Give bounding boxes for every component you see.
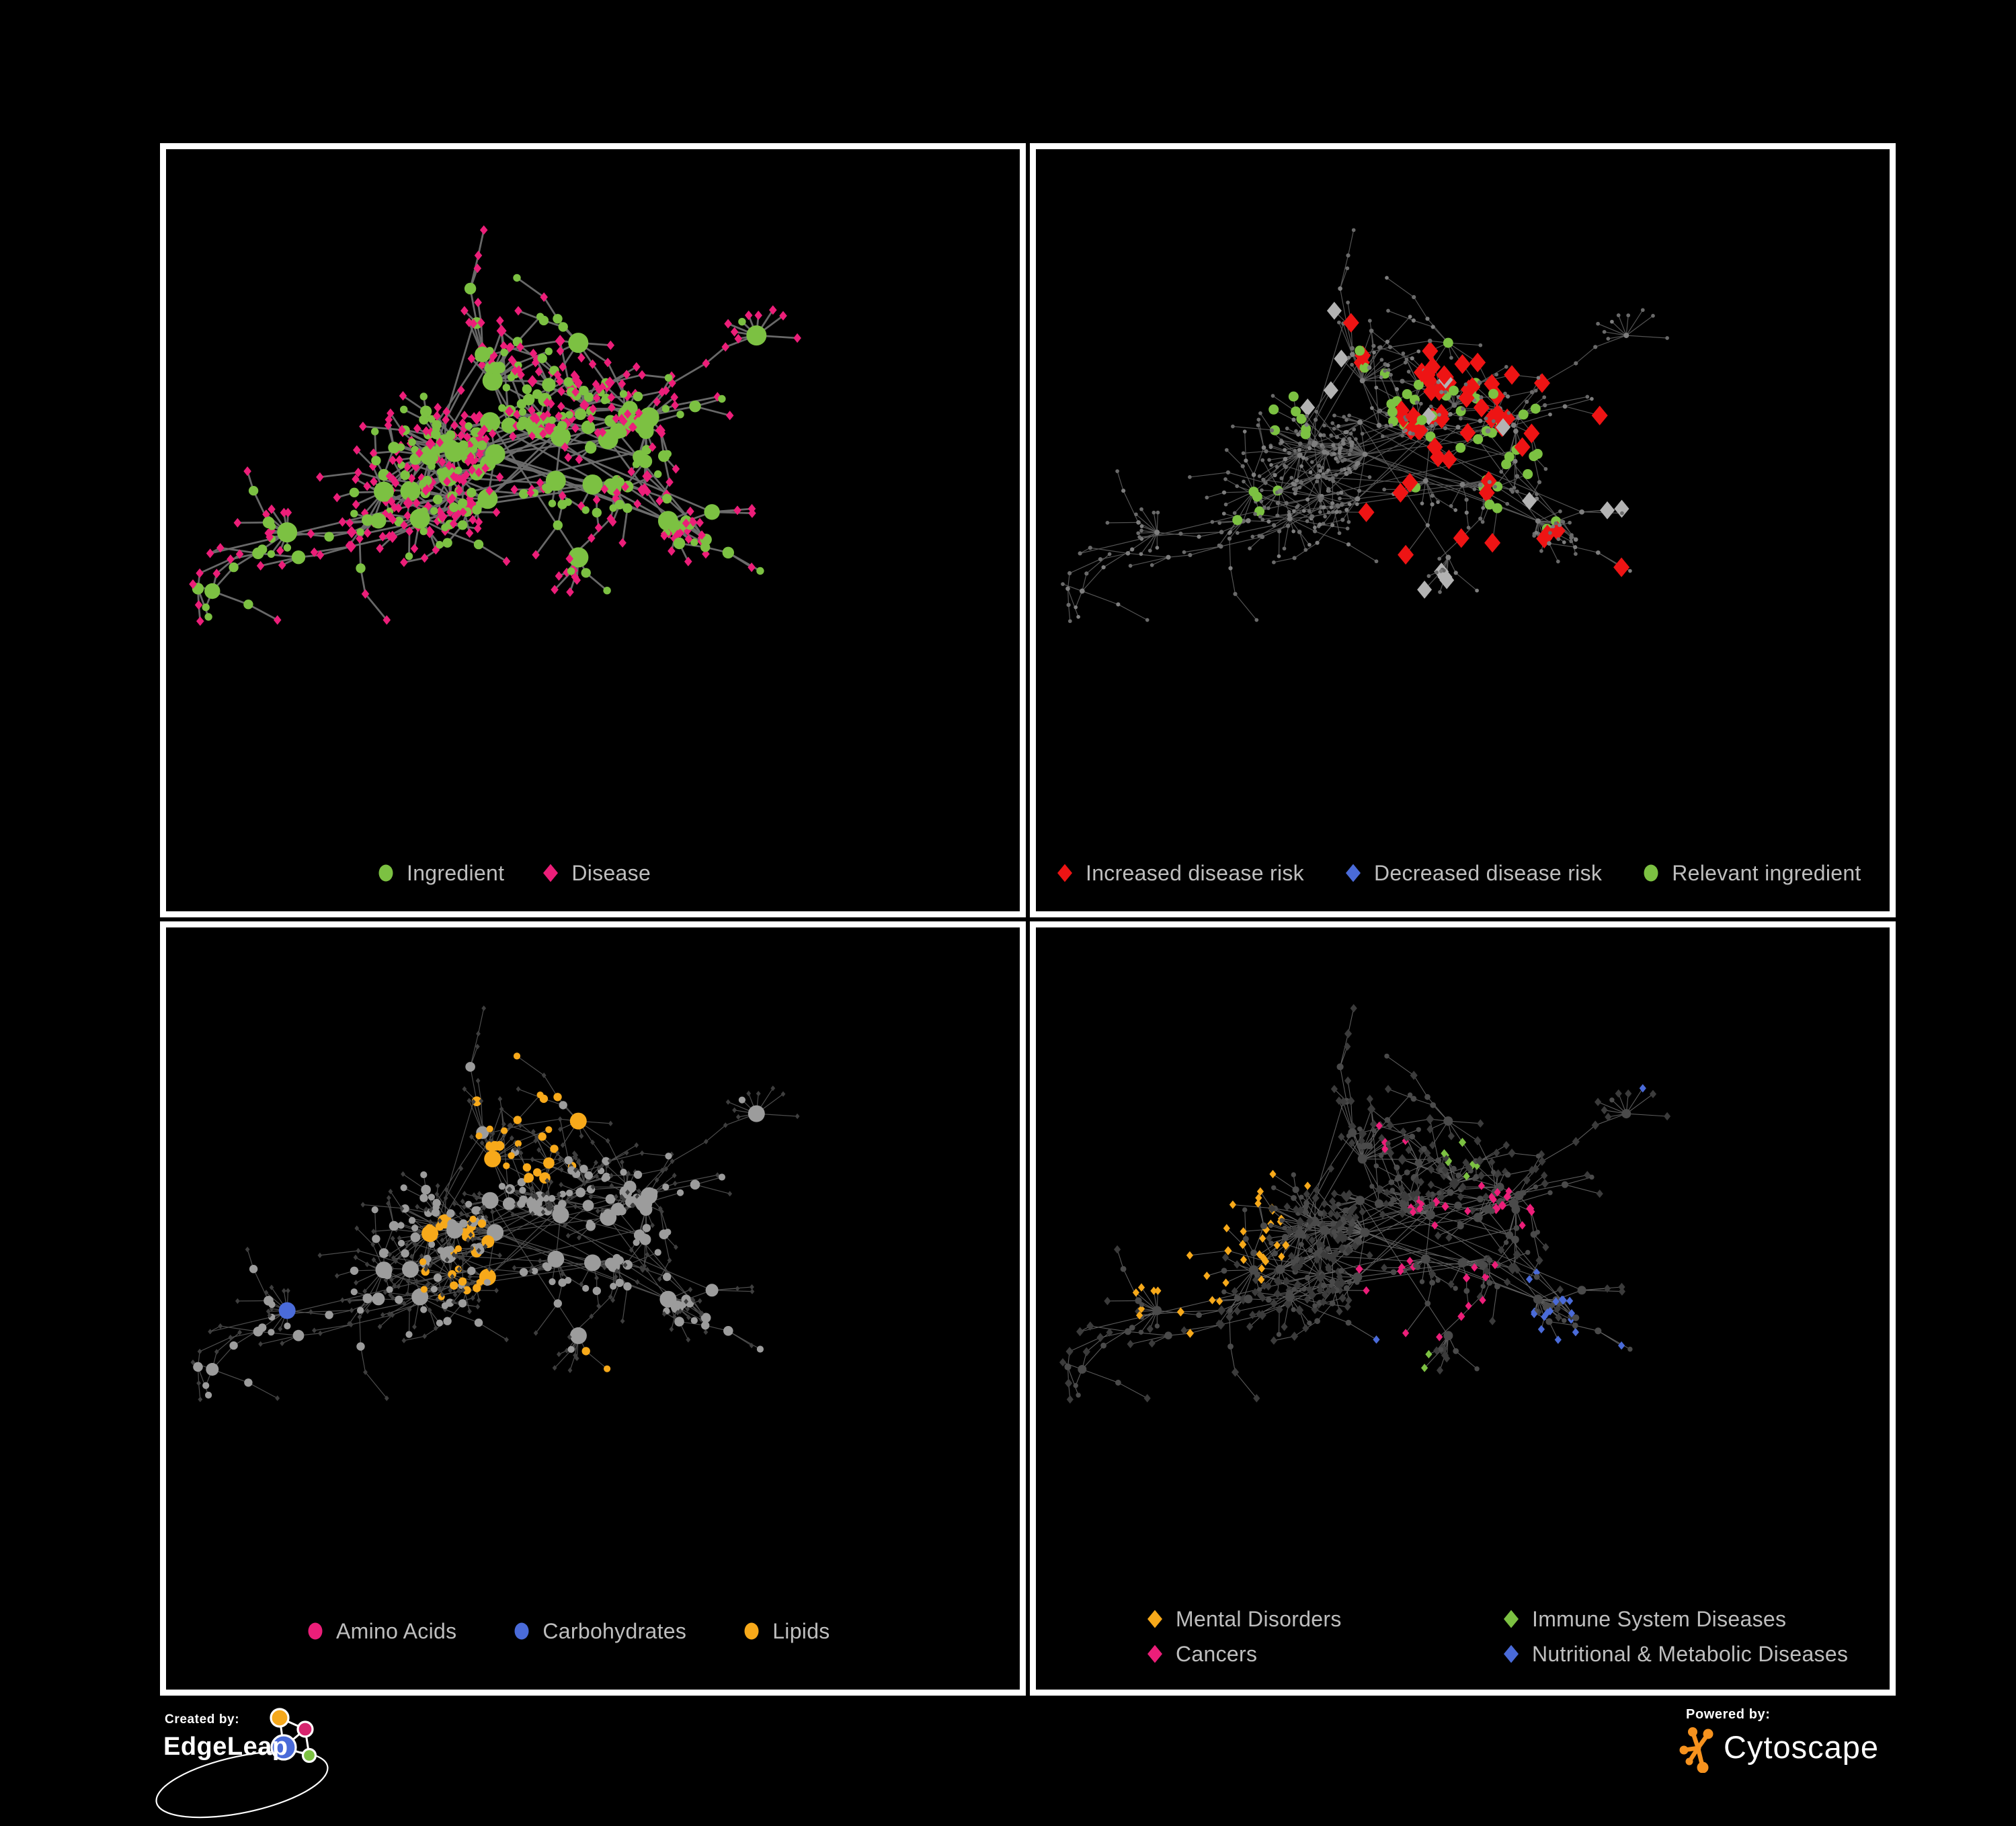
legend-marker-circle-icon	[740, 1620, 763, 1643]
legend-marker-diamond-icon	[1143, 1608, 1166, 1630]
edgeleap-wordmark: EdgeLeap	[163, 1733, 288, 1761]
legend-item-increased-disease-risk: Increased disease risk	[1053, 862, 1304, 884]
legend-marker-circle-icon	[304, 1620, 327, 1643]
panel-nutrient-groups: Amino Acids Carbohydrates Lipids	[160, 921, 1026, 1696]
network-canvas-disease-groups	[1036, 927, 1890, 1690]
nodes-layer	[1059, 1004, 1670, 1404]
legend-marker-diamond-icon	[1342, 862, 1365, 884]
legend-item-relevant-ingredient: Relevant ingredient	[1640, 862, 1861, 884]
legend-label: Cancers	[1176, 1643, 1257, 1665]
edges-layer	[1063, 1008, 1667, 1399]
legend-label: Relevant ingredient	[1672, 862, 1861, 884]
legend-item-decreased-disease-risk: Decreased disease risk	[1342, 862, 1602, 884]
legend-disease-risk: Increased disease risk Decreased disease …	[1053, 862, 1861, 884]
legend-item-lipids: Lipids	[740, 1620, 830, 1643]
network-canvas-disease-risk	[1036, 149, 1890, 911]
network-canvas-nutrient-groups	[166, 927, 1020, 1690]
footer-created-by: Created by: EdgeLeap	[163, 1708, 372, 1823]
cytoscape-icon	[1679, 1726, 1721, 1773]
legend-label: Amino Acids	[336, 1620, 456, 1642]
panel-disease-groups: Mental Disorders Immune System Diseases Ca…	[1030, 921, 1896, 1696]
legend-label: Nutritional & Metabolic Diseases	[1532, 1643, 1848, 1665]
legend-marker-diamond-icon	[1143, 1643, 1166, 1665]
nodes-layer	[1061, 228, 1669, 623]
panel-disease-risk: Increased disease risk Decreased disease …	[1030, 143, 1896, 917]
legend-marker-diamond-icon	[1500, 1643, 1523, 1665]
legend-item-ingredient: Ingredient	[374, 862, 504, 884]
edges-layer	[1063, 230, 1667, 621]
legend-disease-groups: Mental Disorders Immune System Diseases Ca…	[1143, 1608, 1848, 1665]
legend-marker-circle-icon	[1640, 862, 1662, 884]
legend-label: Immune System Diseases	[1532, 1608, 1786, 1630]
network-canvas-ingredient-disease	[166, 149, 1020, 911]
legend-marker-circle-icon	[374, 862, 397, 884]
panel-ingredient-disease: Ingredient Disease	[160, 143, 1026, 917]
legend-marker-diamond-icon	[1500, 1608, 1523, 1630]
legend-item-nutritional-metabolic-diseases: Nutritional & Metabolic Diseases	[1500, 1643, 1848, 1665]
legend-ingredient-disease: Ingredient Disease	[374, 862, 651, 884]
legend-label: Decreased disease risk	[1374, 862, 1602, 884]
legend-marker-circle-icon	[510, 1620, 533, 1643]
legend-label: Mental Disorders	[1176, 1608, 1342, 1630]
legend-item-disease: Disease	[539, 862, 651, 884]
legend-item-mental-disorders: Mental Disorders	[1143, 1608, 1500, 1630]
legend-item-cancers: Cancers	[1143, 1643, 1500, 1665]
created-by-label: Created by:	[165, 1712, 239, 1727]
legend-item-immune-system-diseases: Immune System Diseases	[1500, 1608, 1848, 1630]
nodes-layer	[191, 1005, 800, 1402]
figure-grid: Ingredient Disease Increased disease risk…	[160, 143, 1896, 1696]
footer-powered-by: Powered by: Cytoscape	[1679, 1706, 1975, 1793]
legend-item-carbohydrates: Carbohydrates	[510, 1620, 686, 1643]
legend-label: Ingredient	[407, 862, 504, 884]
legend-marker-diamond-icon	[539, 862, 562, 884]
legend-marker-diamond-icon	[1053, 862, 1076, 884]
cytoscape-wordmark: Cytoscape	[1724, 1729, 1879, 1766]
legend-nutrient-groups: Amino Acids Carbohydrates Lipids	[304, 1620, 830, 1643]
legend-label: Disease	[571, 862, 651, 884]
legend-item-amino-acids: Amino Acids	[304, 1620, 456, 1643]
legend-label: Increased disease risk	[1086, 862, 1304, 884]
legend-label: Carbohydrates	[542, 1620, 686, 1642]
nodes-layer	[189, 225, 801, 626]
powered-by-label: Powered by:	[1686, 1707, 1771, 1723]
legend-label: Lipids	[772, 1620, 830, 1642]
